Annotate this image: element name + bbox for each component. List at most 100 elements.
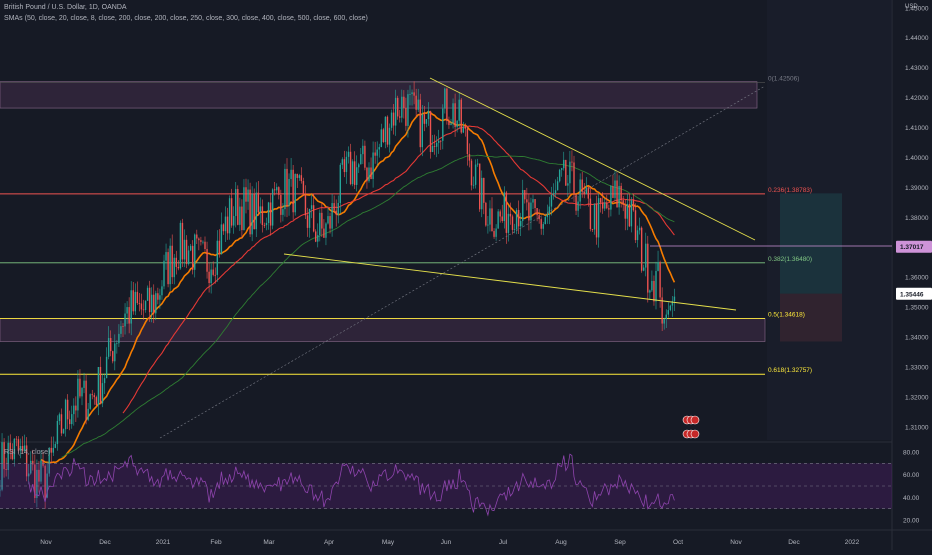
candle-body — [237, 188, 239, 225]
lower-trendline — [283, 253, 737, 311]
candle-body — [392, 112, 395, 126]
candle-body — [28, 473, 30, 477]
candle-body — [208, 271, 210, 284]
candle-body — [118, 333, 120, 344]
candle-body — [493, 231, 495, 237]
candle-body — [517, 209, 520, 227]
time-tick: Jul — [499, 539, 508, 546]
candle-body — [638, 227, 641, 231]
candle-body — [75, 405, 77, 411]
candle-body — [304, 194, 307, 216]
price-label: 1.35446 — [900, 291, 924, 298]
candle-body — [544, 217, 546, 225]
candle-body — [495, 228, 497, 237]
candle-body — [370, 167, 372, 179]
candle-body — [116, 343, 118, 345]
candle-body — [194, 234, 196, 270]
candle-body — [66, 399, 69, 420]
candle-body — [532, 199, 534, 203]
fib-label: 0.382(1.36480) — [768, 256, 812, 263]
candle-body — [288, 178, 290, 206]
candle-body — [435, 142, 438, 147]
candle-body — [462, 126, 464, 133]
candle-body — [187, 250, 190, 265]
candle-body — [175, 257, 177, 267]
candle-body — [206, 249, 208, 272]
candle-body — [614, 180, 616, 198]
time-tick: 2021 — [156, 539, 171, 546]
candle-body — [372, 152, 374, 179]
candle-body — [362, 145, 364, 155]
candle-body — [602, 202, 604, 209]
candle-body — [278, 187, 280, 195]
candle-body — [438, 140, 440, 143]
candle-body — [579, 179, 581, 202]
candle-body — [458, 99, 460, 121]
candle-body — [481, 177, 483, 210]
candle-body — [34, 464, 36, 498]
supply-zone — [0, 81, 758, 109]
candle-body — [189, 245, 192, 251]
candle-body — [464, 126, 467, 129]
candle-body — [622, 200, 624, 205]
rsi-legend[interactable]: RSI (14, close) — [4, 449, 51, 456]
candle-body — [183, 239, 186, 260]
candle-body — [167, 252, 169, 285]
candle-body — [415, 95, 417, 110]
candle-body — [390, 112, 393, 128]
candle-body — [511, 216, 514, 230]
indicator-legend[interactable]: SMAs (50, close, 20, close, 8, close, 20… — [4, 15, 368, 22]
candle-body — [515, 209, 518, 230]
candle-body — [548, 206, 551, 214]
candle-body — [489, 208, 491, 225]
candles — [0, 81, 676, 509]
candle-body — [198, 238, 200, 241]
candle-body — [446, 88, 448, 122]
candle-body — [91, 394, 93, 396]
candle-body — [298, 175, 300, 178]
candle-body — [499, 211, 501, 217]
candle-body — [319, 212, 321, 236]
candle-body — [626, 203, 628, 219]
candle-body — [323, 228, 325, 238]
candle-body — [583, 191, 585, 195]
zones — [0, 81, 842, 342]
candle-body — [417, 99, 419, 110]
candle-body — [669, 305, 672, 311]
candle-body — [538, 215, 540, 220]
candle-body — [468, 154, 471, 161]
candle-body — [315, 231, 317, 242]
drawings — [159, 77, 892, 439]
candle-body — [339, 164, 341, 203]
candle-body — [386, 116, 389, 145]
price-tick: 1.33000 — [905, 364, 929, 371]
candle-body — [608, 208, 610, 210]
candle-body — [577, 201, 579, 211]
candle-body — [196, 234, 198, 239]
candle-body — [165, 252, 167, 261]
candle-body — [399, 116, 401, 118]
price-axis: 1.45000 1.44000 1.43000 1.42000 1.41000 1.400… — [896, 5, 932, 525]
candle-body — [71, 414, 73, 425]
candle-body — [228, 198, 231, 234]
candle-body — [483, 177, 485, 203]
price-tick: 1.44000 — [905, 35, 929, 42]
candle-body — [233, 216, 235, 226]
candle-body — [620, 185, 622, 201]
candle-body — [11, 450, 13, 460]
currency-label: USD — [905, 4, 918, 10]
candle-body — [239, 206, 241, 225]
candle-body — [52, 447, 54, 453]
candle-body — [312, 205, 315, 232]
candle-body — [640, 227, 643, 271]
candle-body — [105, 356, 108, 379]
candle-body — [643, 267, 645, 271]
candle-body — [124, 313, 126, 327]
candle-body — [665, 314, 667, 320]
candle-body — [349, 151, 352, 185]
candle-body — [155, 293, 157, 314]
candle-body — [530, 202, 532, 221]
candle-body — [351, 161, 354, 185]
